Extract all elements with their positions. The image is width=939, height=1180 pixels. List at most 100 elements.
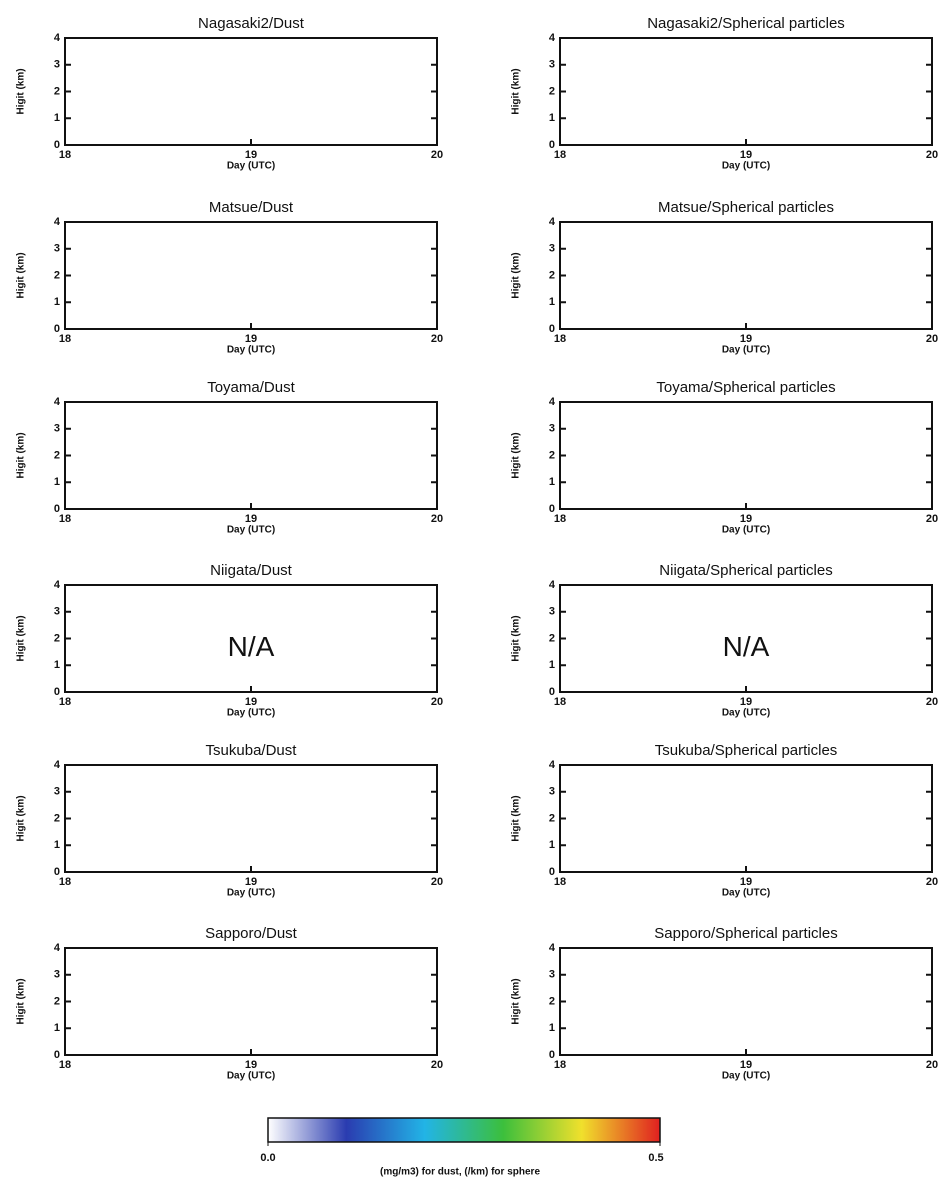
y-tick-label: 1 [549,296,555,308]
x-tick-label: 18 [59,333,71,345]
y-tick-label: 4 [54,32,61,44]
colorbar-tick-label: 0.0 [260,1152,275,1164]
x-tick-label: 20 [926,696,938,708]
y-tick-label: 0 [549,323,555,335]
plot-area [559,401,933,510]
y-tick-label: 1 [54,476,60,488]
x-tick-label: 19 [740,1059,752,1071]
x-axis-label: Day (UTC) [227,161,275,172]
x-tick-label: 19 [245,876,257,888]
panel-title: Niigata/Spherical particles [659,562,832,579]
x-tick-label: 19 [740,513,752,525]
y-tick-label: 3 [549,786,555,798]
x-tick-label: 18 [59,149,71,161]
y-tick-label: 3 [54,423,60,435]
y-tick-label: 0 [549,1049,555,1061]
y-axis-label: Higit (km) [511,615,522,661]
x-tick-label: 20 [431,149,443,161]
x-axis-label: Day (UTC) [722,345,770,356]
colorbar-tick-label: 0.5 [648,1152,663,1164]
panel-title: Matsue/Dust [209,199,294,216]
y-tick-label: 2 [549,449,555,461]
x-axis-label: Day (UTC) [722,161,770,172]
y-axis-label: Higit (km) [16,978,27,1024]
y-tick-label: 1 [54,659,60,671]
y-axis-label: Higit (km) [511,432,522,478]
x-axis-label: Day (UTC) [227,525,275,536]
x-axis-label: Day (UTC) [227,708,275,719]
x-tick-label: 19 [740,696,752,708]
y-tick-label: 3 [549,969,555,981]
plot-area [64,764,438,873]
x-tick-label: 20 [926,876,938,888]
x-tick-label: 19 [740,149,752,161]
y-tick-label: 0 [54,323,60,335]
x-tick-label: 19 [740,876,752,888]
y-tick-label: 2 [54,85,60,97]
y-tick-label: 4 [54,579,61,591]
y-tick-label: 1 [549,112,555,124]
x-tick-label: 18 [554,149,566,161]
y-axis-label: Higit (km) [511,252,522,298]
y-tick-label: 4 [549,579,556,591]
x-tick-label: 19 [245,333,257,345]
x-tick-label: 19 [740,333,752,345]
y-tick-label: 1 [549,659,555,671]
y-tick-label: 2 [54,632,60,644]
y-tick-label: 0 [54,1049,60,1061]
y-tick-label: 2 [549,812,555,824]
y-tick-label: 4 [549,32,556,44]
x-tick-label: 19 [245,696,257,708]
x-axis-label: Day (UTC) [722,708,770,719]
x-axis-label: Day (UTC) [227,345,275,356]
x-tick-label: 18 [59,876,71,888]
y-tick-label: 1 [549,1022,555,1034]
x-axis-label: Day (UTC) [227,1071,275,1082]
x-tick-label: 20 [431,333,443,345]
panel-title: Toyama/Dust [207,379,295,396]
x-tick-label: 19 [245,1059,257,1071]
x-axis-label: Day (UTC) [722,525,770,536]
y-tick-label: 3 [54,969,60,981]
y-tick-label: 2 [54,269,60,281]
y-tick-label: 0 [549,139,555,151]
y-axis-label: Higit (km) [511,978,522,1024]
x-tick-label: 20 [926,1059,938,1071]
y-tick-label: 3 [549,606,555,618]
y-axis-label: Higit (km) [511,795,522,841]
plot-area [64,401,438,510]
y-tick-label: 3 [549,423,555,435]
x-tick-label: 20 [431,513,443,525]
x-tick-label: 18 [554,876,566,888]
y-axis-label: Higit (km) [511,68,522,114]
y-tick-label: 1 [54,296,60,308]
x-tick-label: 20 [926,333,938,345]
y-tick-label: 0 [549,503,555,515]
plot-area [559,221,933,330]
y-tick-label: 4 [549,759,556,771]
y-tick-label: 0 [54,503,60,515]
x-axis-label: Day (UTC) [722,1071,770,1082]
y-tick-label: 3 [549,243,555,255]
y-tick-label: 4 [54,759,61,771]
y-tick-label: 0 [54,866,60,878]
y-axis-label: Higit (km) [16,68,27,114]
y-tick-label: 0 [54,686,60,698]
x-tick-label: 18 [59,696,71,708]
y-axis-label: Higit (km) [16,252,27,298]
y-tick-label: 0 [549,866,555,878]
y-tick-label: 1 [549,476,555,488]
colorbar-label: (mg/m3) for dust, (/km) for sphere [380,1167,540,1178]
y-axis-label: Higit (km) [16,795,27,841]
y-tick-label: 1 [54,112,60,124]
annotation: N/A [723,631,770,662]
y-tick-label: 3 [549,59,555,71]
y-tick-label: 4 [54,942,61,954]
x-tick-label: 20 [431,696,443,708]
y-tick-label: 2 [54,812,60,824]
y-tick-label: 2 [549,995,555,1007]
panel-title: Niigata/Dust [210,562,293,579]
y-axis-label: Higit (km) [16,432,27,478]
panel-title: Nagasaki2/Dust [198,15,305,32]
y-tick-label: 1 [54,1022,60,1034]
